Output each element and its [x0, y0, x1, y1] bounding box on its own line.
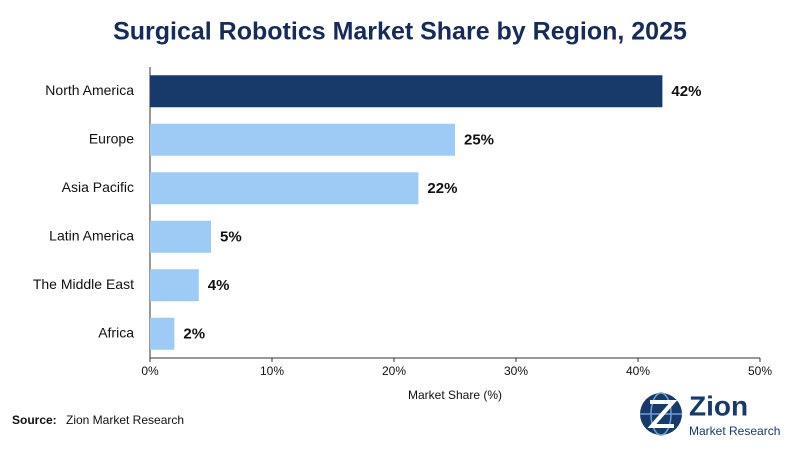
logo: Zion Market Research: [640, 390, 780, 438]
bar: [150, 75, 663, 108]
y-tick-label: The Middle East: [33, 276, 134, 292]
value-label: 2%: [183, 326, 205, 343]
bar: [150, 123, 455, 156]
x-tick-label: 50%: [748, 364, 772, 378]
value-label: 4%: [208, 277, 230, 294]
source: Zion Market Research: [66, 413, 184, 427]
source-label: Source:: [12, 413, 57, 427]
x-tick-label: 30%: [504, 364, 528, 378]
y-tick-label: Asia Pacific: [62, 179, 134, 195]
y-tick-label: Europe: [89, 130, 134, 146]
value-label: 42%: [671, 83, 701, 100]
x-tick-label: 10%: [260, 364, 284, 378]
value-label: 25%: [464, 132, 494, 149]
x-tick-label: 20%: [382, 364, 406, 378]
value-label: 5%: [220, 229, 242, 246]
x-axis-label: Market Share (%): [408, 388, 502, 402]
logo-z: [647, 400, 678, 428]
logo-tagline: Market Research: [689, 424, 780, 438]
y-tick-label: Africa: [98, 324, 134, 340]
bar: [150, 317, 175, 350]
bar: [150, 220, 211, 253]
y-tick-label: Latin America: [49, 227, 134, 243]
x-tick-label: 0%: [141, 364, 159, 378]
y-tick-label: North America: [45, 82, 134, 98]
bar: [150, 172, 419, 205]
bar: [150, 269, 199, 302]
x-tick-label: 40%: [626, 364, 650, 378]
chart-title: Surgical Robotics Market Share by Region…: [113, 18, 687, 46]
value-label: 22%: [427, 180, 457, 197]
logo-name: Zion: [689, 390, 748, 421]
